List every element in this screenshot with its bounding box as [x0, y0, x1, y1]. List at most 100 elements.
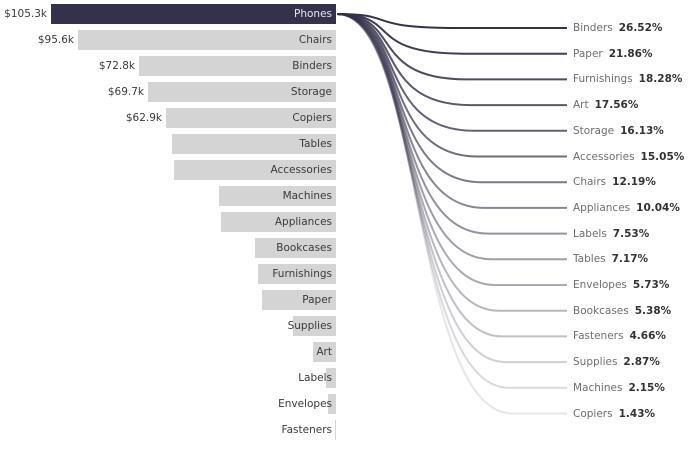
- bar-label: Supplies: [287, 320, 332, 332]
- bar-label: Phones: [294, 8, 332, 20]
- flow-line-tables: [336, 13, 567, 261]
- bar-binders[interactable]: Binders: [139, 56, 336, 76]
- flow-line-supplies: [336, 13, 567, 364]
- target-label: Paper: [573, 47, 603, 60]
- target-percentage: 7.53%: [612, 227, 650, 240]
- target-item-fasteners: Fasteners 4.66%: [573, 329, 666, 343]
- target-item-storage: Storage 16.13%: [573, 124, 664, 138]
- target-item-labels: Labels 7.53%: [573, 227, 649, 241]
- target-percentage: 2.15%: [628, 381, 665, 394]
- bar-label: Paper: [302, 294, 332, 306]
- flow-line-accessories: [336, 13, 567, 158]
- target-label: Fasteners: [573, 330, 624, 343]
- target-item-paper: Paper 21.86%: [573, 47, 652, 61]
- target-item-binders: Binders 26.52%: [573, 21, 662, 35]
- target-percentage: 18.28%: [638, 73, 683, 86]
- bar-value-label: $72.8k: [98, 60, 135, 72]
- bar-label: Labels: [298, 372, 332, 384]
- target-label: Storage: [573, 124, 615, 137]
- target-item-furnishings: Furnishings 18.28%: [573, 72, 682, 86]
- target-percentage: 17.56%: [594, 99, 639, 112]
- target-percentage: 26.52%: [618, 22, 663, 34]
- target-item-machines: Machines 2.15%: [573, 381, 665, 395]
- target-item-copiers: Copiers 1.43%: [573, 407, 655, 421]
- flow-line-paper: [336, 13, 567, 55]
- bar-label: Chairs: [298, 34, 332, 46]
- bar-chairs[interactable]: Chairs: [78, 30, 336, 50]
- flow-line-fasteners: [336, 13, 567, 338]
- target-label: Chairs: [573, 176, 607, 189]
- bar-label: Fasteners: [281, 424, 332, 436]
- target-label: Machines: [573, 381, 623, 394]
- flow-line-bookcases: [336, 13, 567, 312]
- target-label: Bookcases: [573, 304, 629, 317]
- flow-line-machines: [336, 13, 567, 389]
- target-label: Accessories: [573, 150, 635, 163]
- bar-label: Storage: [290, 86, 332, 98]
- target-label: Tables: [573, 253, 606, 266]
- target-label: Furnishings: [573, 73, 633, 86]
- bar-label: Copiers: [292, 112, 332, 124]
- bar-envelopes[interactable]: Envelopes: [278, 394, 336, 414]
- target-label: Supplies: [573, 356, 618, 369]
- target-percentage: 5.38%: [634, 304, 672, 317]
- target-label: Copiers: [573, 407, 613, 420]
- bar-appliances[interactable]: Appliances: [221, 212, 336, 232]
- flow-line-binders: [336, 13, 567, 29]
- bar-paper[interactable]: Paper: [262, 290, 336, 310]
- target-item-chairs: Chairs 12.19%: [573, 175, 656, 189]
- bar-phones[interactable]: Phones: [51, 4, 336, 24]
- target-percentage: 7.17%: [611, 253, 649, 266]
- bar-copiers[interactable]: Copiers: [166, 108, 336, 128]
- target-item-envelopes: Envelopes 5.73%: [573, 278, 669, 292]
- bar-value-label: $105.3k: [4, 8, 47, 20]
- target-label: Binders: [573, 22, 613, 34]
- target-item-bookcases: Bookcases 5.38%: [573, 304, 671, 318]
- flow-line-labels: [336, 13, 567, 235]
- flow-line-copiers: [336, 13, 567, 415]
- target-item-art: Art 17.56%: [573, 98, 638, 112]
- target-label: Art: [573, 99, 589, 112]
- bar-machines[interactable]: Machines: [219, 186, 336, 206]
- bar-label: Machines: [282, 190, 332, 202]
- bar-supplies[interactable]: Supplies: [288, 316, 336, 336]
- bar-fasteners[interactable]: Fasteners: [282, 420, 336, 440]
- bar-label: Binders: [292, 60, 332, 72]
- flow-line-furnishings: [336, 13, 567, 81]
- bar-storage[interactable]: Storage: [148, 82, 336, 102]
- bar-value-label: $69.7k: [107, 86, 144, 98]
- target-percentage: 16.13%: [620, 124, 664, 137]
- bar-label: Tables: [299, 138, 332, 150]
- bar-label: Accessories: [270, 164, 332, 176]
- bar-art[interactable]: Art: [313, 342, 336, 362]
- bar-label: Art: [316, 346, 332, 358]
- bar-label: Furnishings: [272, 268, 332, 280]
- target-item-appliances: Appliances 10.04%: [573, 201, 680, 215]
- target-label: Appliances: [573, 201, 631, 214]
- target-item-supplies: Supplies 2.87%: [573, 355, 660, 369]
- target-percentage: 1.43%: [618, 407, 656, 420]
- bar-label: Bookcases: [276, 242, 332, 254]
- flow-line-art: [336, 13, 567, 107]
- target-percentage: 2.87%: [623, 356, 660, 369]
- target-percentage: 5.73%: [632, 279, 670, 291]
- bar-accessories[interactable]: Accessories: [174, 160, 336, 180]
- bar-value-label: $95.6k: [37, 34, 74, 46]
- target-percentage: 12.19%: [612, 176, 656, 189]
- target-percentage: 10.04%: [636, 201, 680, 214]
- target-percentage: 21.86%: [608, 47, 653, 60]
- target-label: Envelopes: [573, 279, 627, 291]
- target-label: Labels: [573, 227, 607, 240]
- bar-value-label: $62.9k: [125, 112, 162, 124]
- bar-tables[interactable]: Tables: [172, 134, 336, 154]
- bar-label: Appliances: [274, 216, 332, 228]
- bar-bookcases[interactable]: Bookcases: [255, 238, 336, 258]
- target-item-tables: Tables 7.17%: [573, 252, 648, 266]
- target-percentage: 15.05%: [640, 150, 685, 163]
- bar-labels[interactable]: Labels: [298, 368, 336, 388]
- flow-line-storage: [336, 13, 567, 132]
- bar-furnishings[interactable]: Furnishings: [258, 264, 336, 284]
- bar-label: Envelopes: [278, 398, 332, 410]
- target-item-accessories: Accessories 15.05%: [573, 150, 684, 164]
